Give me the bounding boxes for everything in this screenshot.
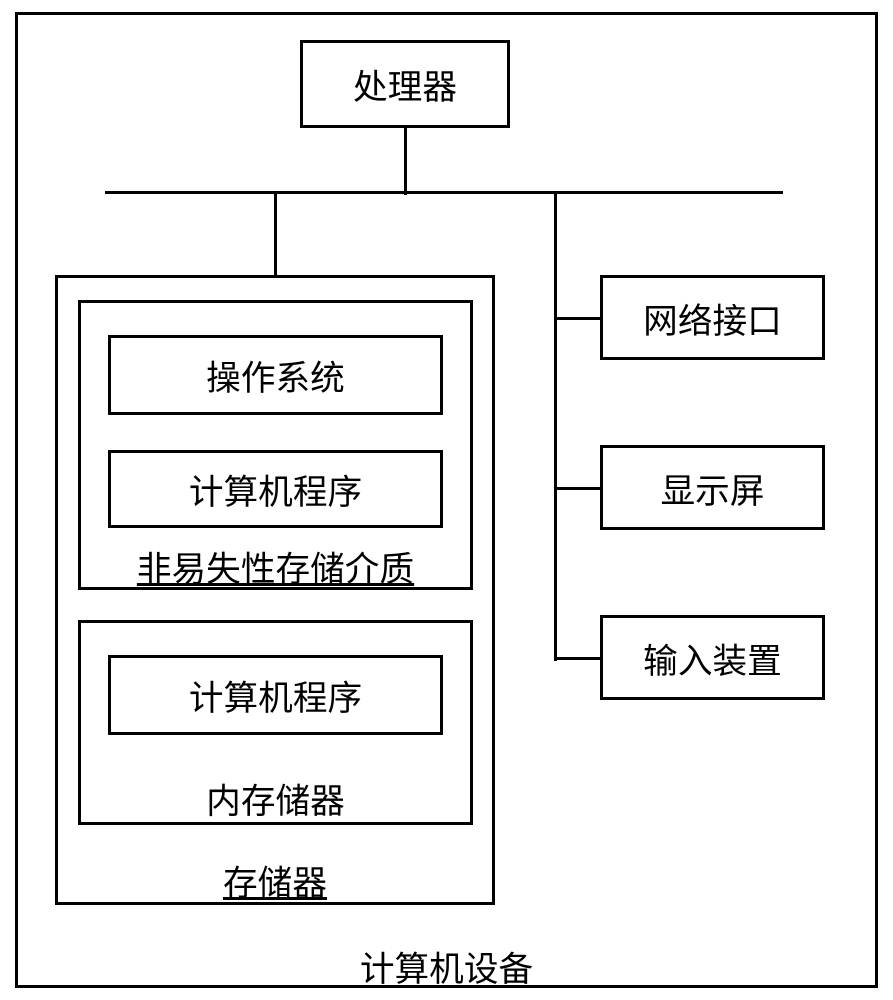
display-box-label: 显示屏: [661, 463, 765, 513]
storage-box-label: 存储器: [58, 855, 492, 905]
connector-bus-display: [555, 487, 603, 490]
connector-processor-bus: [404, 128, 407, 195]
input-device-box: 输入装置: [600, 615, 825, 700]
connector-bus-storage: [274, 192, 277, 278]
network-interface-box: 网络接口: [600, 275, 825, 360]
connector-right-bus: [554, 192, 557, 661]
connector-bus-input: [555, 657, 603, 660]
network-interface-box-label: 网络接口: [643, 293, 782, 343]
program-nonvolatile-box: 计算机程序: [108, 450, 443, 528]
program-ram-box-label: 计算机程序: [189, 670, 362, 720]
operating-system-box: 操作系统: [108, 335, 443, 415]
nonvolatile-storage-box-label: 非易失性存储介质: [81, 541, 470, 591]
ram-box-label: 内存储器: [81, 773, 470, 823]
program-nonvolatile-box-label: 计算机程序: [189, 464, 362, 514]
processor-box: 处理器: [300, 40, 510, 128]
program-ram-box: 计算机程序: [108, 655, 443, 735]
computer-device-label: 计算机设备: [18, 941, 875, 991]
input-device-box-label: 输入装置: [643, 633, 782, 683]
connector-bus-network: [555, 317, 603, 320]
connector-main-bus: [105, 191, 783, 194]
operating-system-box-label: 操作系统: [206, 350, 345, 400]
processor-box-label: 处理器: [353, 59, 457, 109]
display-box: 显示屏: [600, 445, 825, 530]
